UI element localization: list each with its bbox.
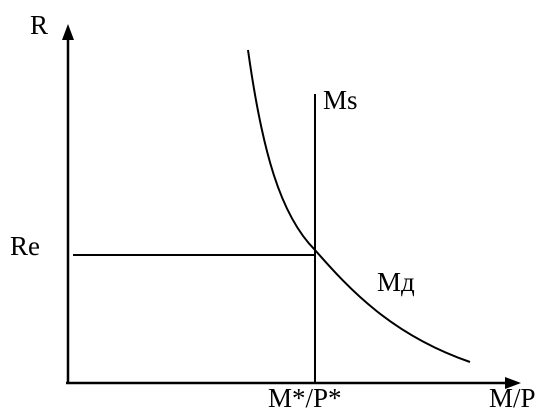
money-demand-label: Mд xyxy=(377,267,415,297)
money-demand-curve xyxy=(247,49,471,363)
money-supply-label: Ms xyxy=(323,85,358,115)
x-axis-arrowhead xyxy=(505,377,521,389)
y-axis-label: R xyxy=(30,10,48,40)
y-axis-arrowhead xyxy=(62,24,74,40)
equilibrium-quantity-label: M*/P* xyxy=(268,383,342,409)
x-axis-label: M/P xyxy=(489,383,536,409)
equilibrium-rate-label: Re xyxy=(10,231,40,261)
